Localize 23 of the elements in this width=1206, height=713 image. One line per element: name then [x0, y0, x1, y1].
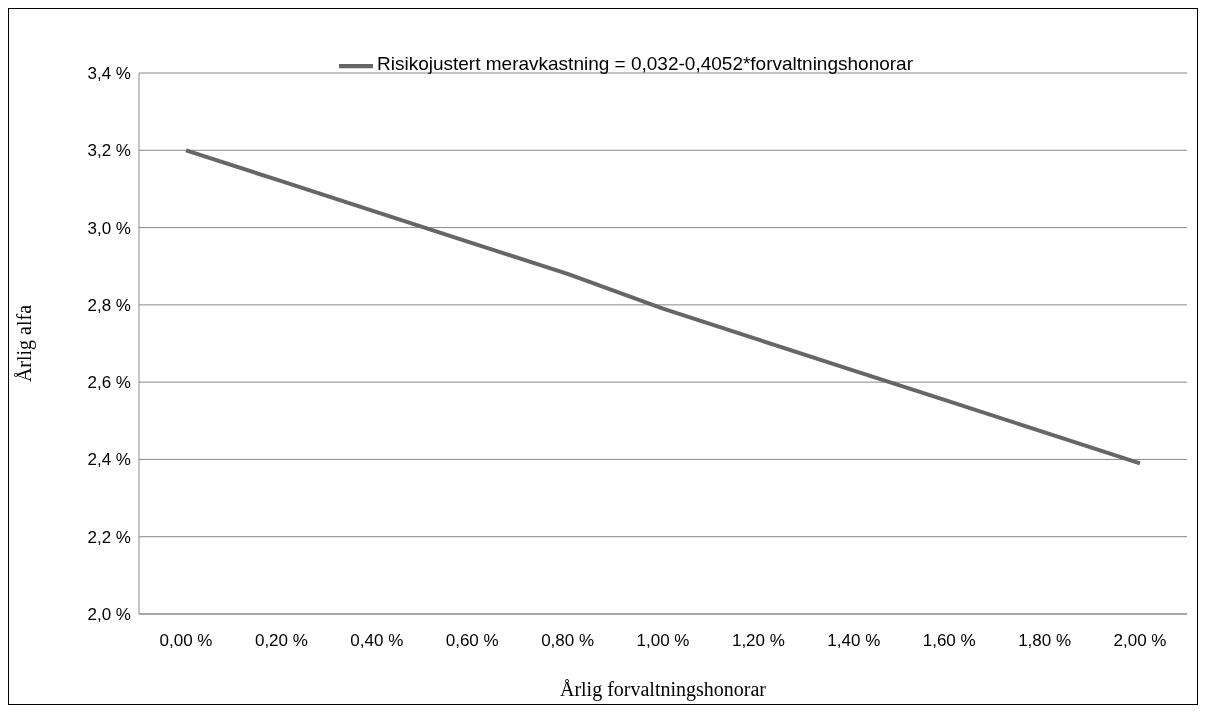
x-tick-label: 0,60 %: [445, 631, 499, 651]
y-axis-title: Årlig alfa: [13, 304, 37, 383]
y-tick-label: 2,6 %: [87, 373, 131, 393]
y-tick-label: 2,2 %: [87, 527, 131, 547]
y-tick-label: 3,4 %: [87, 64, 131, 84]
y-tick-label: 2,8 %: [87, 295, 131, 315]
y-tick-label: 2,4 %: [87, 450, 131, 470]
x-axis-title: Årlig forvaltningshonorar: [559, 678, 767, 702]
y-tick-label: 3,2 %: [87, 141, 131, 161]
x-tick-label: 1,40 %: [827, 631, 881, 651]
x-tick-label: 1,60 %: [922, 631, 976, 651]
legend-label: Risikojustert meravkastning = 0,032-0,4052*forvaltningshonorar: [377, 53, 913, 75]
x-tick-label: 1,80 %: [1018, 631, 1072, 651]
x-tick-label: 2,00 %: [1113, 631, 1167, 651]
x-tick-label: 1,20 %: [731, 631, 785, 651]
x-tick-label: 0,40 %: [350, 631, 404, 651]
line-series: [184, 148, 1142, 466]
x-tick-label: 0,20 %: [254, 631, 308, 651]
x-tick-label: 1,00 %: [636, 631, 690, 651]
x-tick-label: 0,00 %: [159, 631, 213, 651]
x-tick-label: 0,80 %: [541, 631, 595, 651]
y-tick-label: 2,0 %: [87, 605, 131, 625]
y-tick-label: 3,0 %: [87, 218, 131, 238]
